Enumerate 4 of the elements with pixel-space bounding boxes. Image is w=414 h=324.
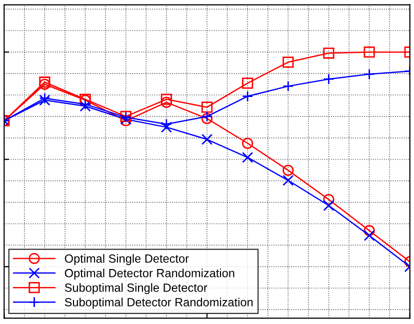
legend-label: Suboptimal Single Detector bbox=[64, 283, 208, 294]
legend-label: Optimal Single Detector bbox=[64, 254, 189, 266]
legend-label: Optimal Detector Randomization bbox=[64, 268, 234, 280]
legend-label: Suboptimal Detector Randomization bbox=[64, 298, 253, 309]
